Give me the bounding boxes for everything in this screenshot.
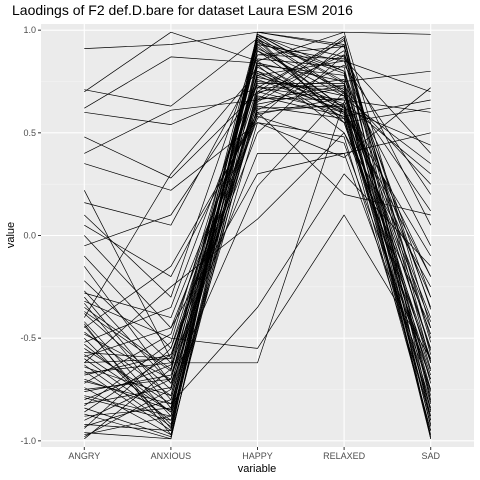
x-tick-label: RELAXED [323, 451, 366, 461]
y-tick-label: 1.0 [23, 25, 36, 35]
series-line-68 [84, 85, 432, 390]
x-tick-label: HAPPY [242, 451, 273, 461]
series-line-28 [84, 77, 432, 343]
x-tick-label: ANGRY [68, 451, 100, 461]
series-line-63 [84, 48, 432, 397]
series-line-69 [84, 62, 432, 413]
series-line-59 [84, 79, 432, 404]
series-lines [83, 31, 432, 440]
series-line-13 [84, 153, 432, 390]
x-tick-label: ANXIOUS [151, 451, 192, 461]
series-line-53 [84, 79, 432, 427]
series-line-18 [84, 50, 432, 421]
chart-title: Laodings of F2 def.D.bare for dataset La… [12, 2, 353, 18]
series-line-40 [84, 58, 432, 417]
series-line-17 [84, 101, 431, 364]
y-axis-title: value [5, 222, 17, 248]
y-tick-label: -1.0 [20, 436, 36, 446]
series-line-51 [84, 44, 431, 440]
y-tick-label: -0.5 [20, 333, 36, 343]
series-line-11 [84, 46, 431, 298]
y-tick-label: 0.5 [23, 128, 36, 138]
series-line-45 [84, 50, 432, 417]
series-line-39 [84, 103, 432, 392]
series-line-65 [84, 72, 432, 372]
series-line-60 [84, 33, 432, 437]
y-tick-label: 0.0 [23, 231, 36, 241]
series-line-49 [84, 60, 432, 440]
series-line-62 [84, 66, 432, 413]
series-line-35 [84, 54, 432, 376]
y-axis: -1.0 -0.5 0.0 0.5 1.0 [20, 25, 41, 446]
x-axis-title: variable [238, 463, 277, 475]
series-line-70 [84, 35, 432, 429]
series-line-64 [84, 38, 432, 436]
series-line-38 [84, 31, 432, 436]
series-line-55 [84, 46, 432, 407]
series-line-67 [84, 97, 431, 384]
series-line-66 [84, 42, 432, 427]
x-axis: ANGRY ANXIOUS HAPPY RELAXED SAD [68, 447, 440, 461]
series-line-52 [84, 122, 432, 436]
series-line-61 [84, 64, 431, 358]
series-line-9 [83, 81, 431, 360]
x-tick-label: SAD [421, 451, 440, 461]
series-line-20 [84, 214, 431, 359]
series-line-48 [84, 44, 432, 429]
series-line-41 [84, 132, 431, 401]
series-line-44 [84, 87, 432, 439]
series-line-58 [84, 54, 432, 405]
